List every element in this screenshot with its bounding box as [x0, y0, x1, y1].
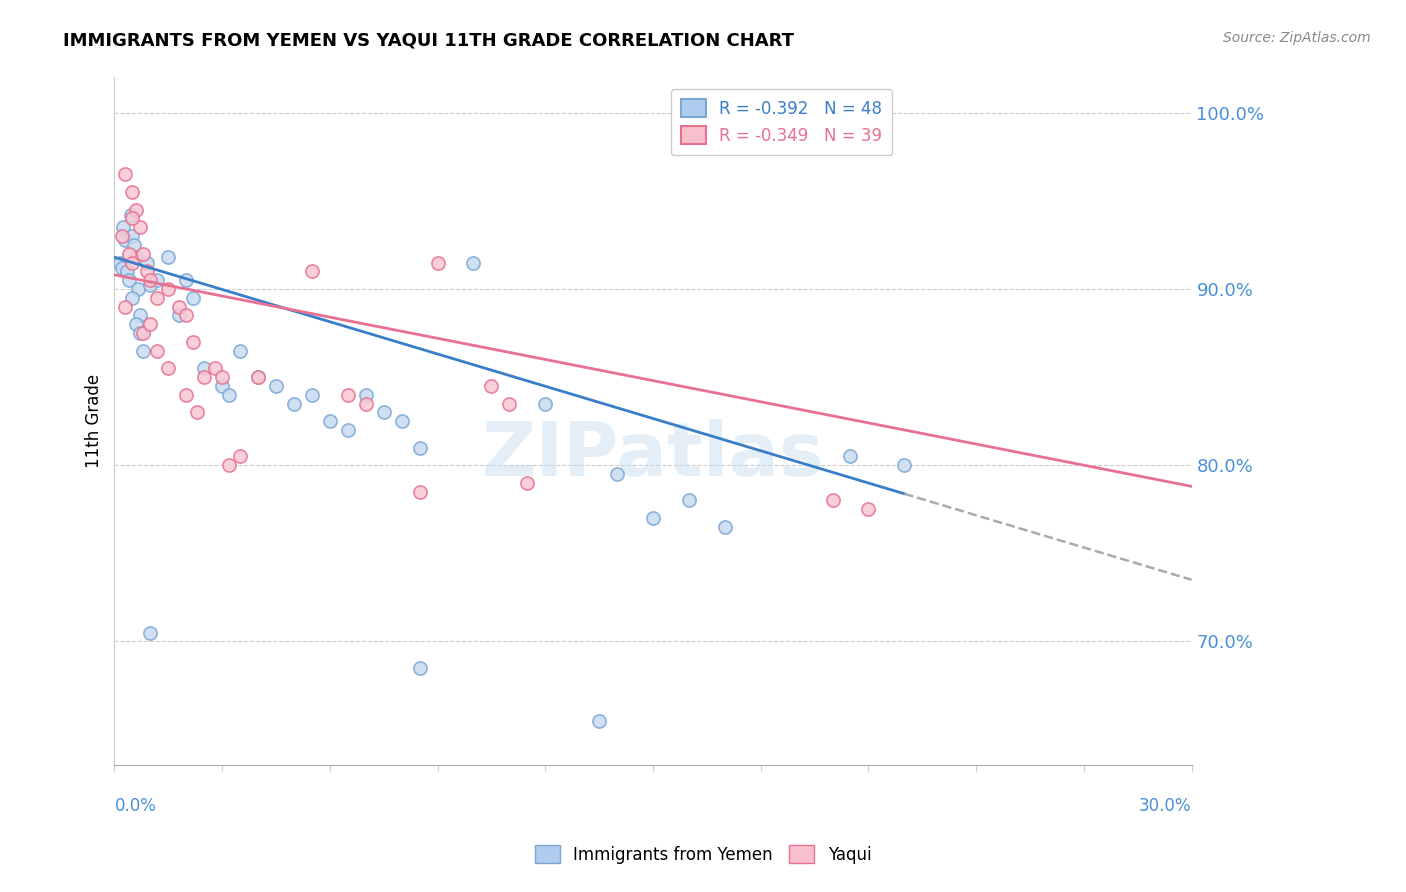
Point — [516, 475, 538, 490]
Point — [264, 379, 287, 393]
Point — [588, 714, 610, 728]
Point — [211, 370, 233, 384]
Point — [121, 291, 143, 305]
Point — [426, 255, 449, 269]
Point — [211, 379, 233, 393]
Text: 0.0%: 0.0% — [114, 797, 156, 814]
Legend: R = -0.392   N = 48, R = -0.349   N = 39: R = -0.392 N = 48, R = -0.349 N = 39 — [671, 89, 893, 155]
Point — [641, 511, 664, 525]
Point — [408, 484, 430, 499]
Point — [463, 255, 485, 269]
Point — [283, 396, 305, 410]
Text: Source: ZipAtlas.com: Source: ZipAtlas.com — [1223, 31, 1371, 45]
Point — [112, 220, 135, 235]
Point — [481, 379, 503, 393]
Point — [122, 238, 145, 252]
Point — [110, 229, 132, 244]
Point — [229, 450, 252, 464]
Point — [893, 458, 915, 473]
Point — [115, 264, 138, 278]
Point — [354, 396, 377, 410]
Point — [229, 343, 252, 358]
Point — [125, 202, 148, 217]
Point — [132, 343, 155, 358]
Point — [606, 467, 628, 481]
Point — [336, 423, 359, 437]
Point — [110, 260, 132, 275]
Point — [858, 502, 880, 516]
Point — [839, 450, 862, 464]
Point — [108, 255, 131, 269]
Point — [193, 361, 215, 376]
Point — [114, 167, 136, 181]
Point — [174, 309, 197, 323]
Point — [121, 229, 143, 244]
Text: IMMIGRANTS FROM YEMEN VS YAQUI 11TH GRADE CORRELATION CHART: IMMIGRANTS FROM YEMEN VS YAQUI 11TH GRAD… — [63, 31, 794, 49]
Point — [174, 273, 197, 287]
Point — [146, 291, 169, 305]
Point — [714, 520, 737, 534]
Point — [534, 396, 557, 410]
Point — [114, 233, 136, 247]
Point — [118, 273, 141, 287]
Point — [167, 309, 190, 323]
Point — [373, 405, 395, 419]
Point — [183, 334, 205, 349]
Point — [157, 361, 180, 376]
Point — [121, 255, 143, 269]
Legend: Immigrants from Yemen, Yaqui: Immigrants from Yemen, Yaqui — [529, 838, 877, 871]
Point — [391, 414, 413, 428]
Point — [120, 208, 142, 222]
Point — [408, 441, 430, 455]
Text: 30.0%: 30.0% — [1139, 797, 1192, 814]
Point — [125, 250, 148, 264]
Point — [139, 278, 162, 293]
Point — [354, 388, 377, 402]
Point — [121, 185, 143, 199]
Point — [678, 493, 700, 508]
Point — [319, 414, 342, 428]
Point — [128, 326, 150, 340]
Point — [498, 396, 520, 410]
Point — [127, 282, 149, 296]
Point — [204, 361, 226, 376]
Point — [139, 273, 162, 287]
Point — [408, 661, 430, 675]
Point — [146, 273, 169, 287]
Text: ZIPatlas: ZIPatlas — [482, 419, 824, 492]
Point — [125, 317, 148, 331]
Point — [218, 458, 240, 473]
Point — [128, 309, 150, 323]
Point — [821, 493, 844, 508]
Point — [247, 370, 270, 384]
Point — [139, 317, 162, 331]
Point — [247, 370, 270, 384]
Point — [218, 388, 240, 402]
Point — [183, 291, 205, 305]
Point — [132, 326, 155, 340]
Point — [118, 246, 141, 260]
Point — [121, 211, 143, 226]
Point — [174, 388, 197, 402]
Point — [135, 255, 157, 269]
Point — [128, 220, 150, 235]
Point — [186, 405, 208, 419]
Point — [301, 388, 323, 402]
Point — [301, 264, 323, 278]
Point — [157, 250, 180, 264]
Point — [193, 370, 215, 384]
Point — [139, 625, 162, 640]
Point — [167, 300, 190, 314]
Point — [114, 300, 136, 314]
Point — [132, 246, 155, 260]
Point — [157, 282, 180, 296]
Point — [135, 264, 157, 278]
Y-axis label: 11th Grade: 11th Grade — [86, 374, 103, 468]
Point — [146, 343, 169, 358]
Point — [336, 388, 359, 402]
